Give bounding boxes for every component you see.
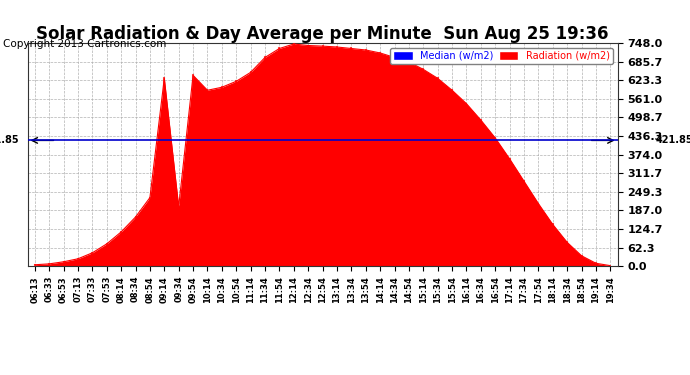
Text: 421.85: 421.85 xyxy=(0,135,19,146)
Legend: Median (w/m2), Radiation (w/m2): Median (w/m2), Radiation (w/m2) xyxy=(390,48,613,64)
Title: Solar Radiation & Day Average per Minute  Sun Aug 25 19:36: Solar Radiation & Day Average per Minute… xyxy=(37,25,609,43)
Text: Copyright 2013 Cartronics.com: Copyright 2013 Cartronics.com xyxy=(3,39,167,50)
Text: 421.85: 421.85 xyxy=(656,135,690,146)
